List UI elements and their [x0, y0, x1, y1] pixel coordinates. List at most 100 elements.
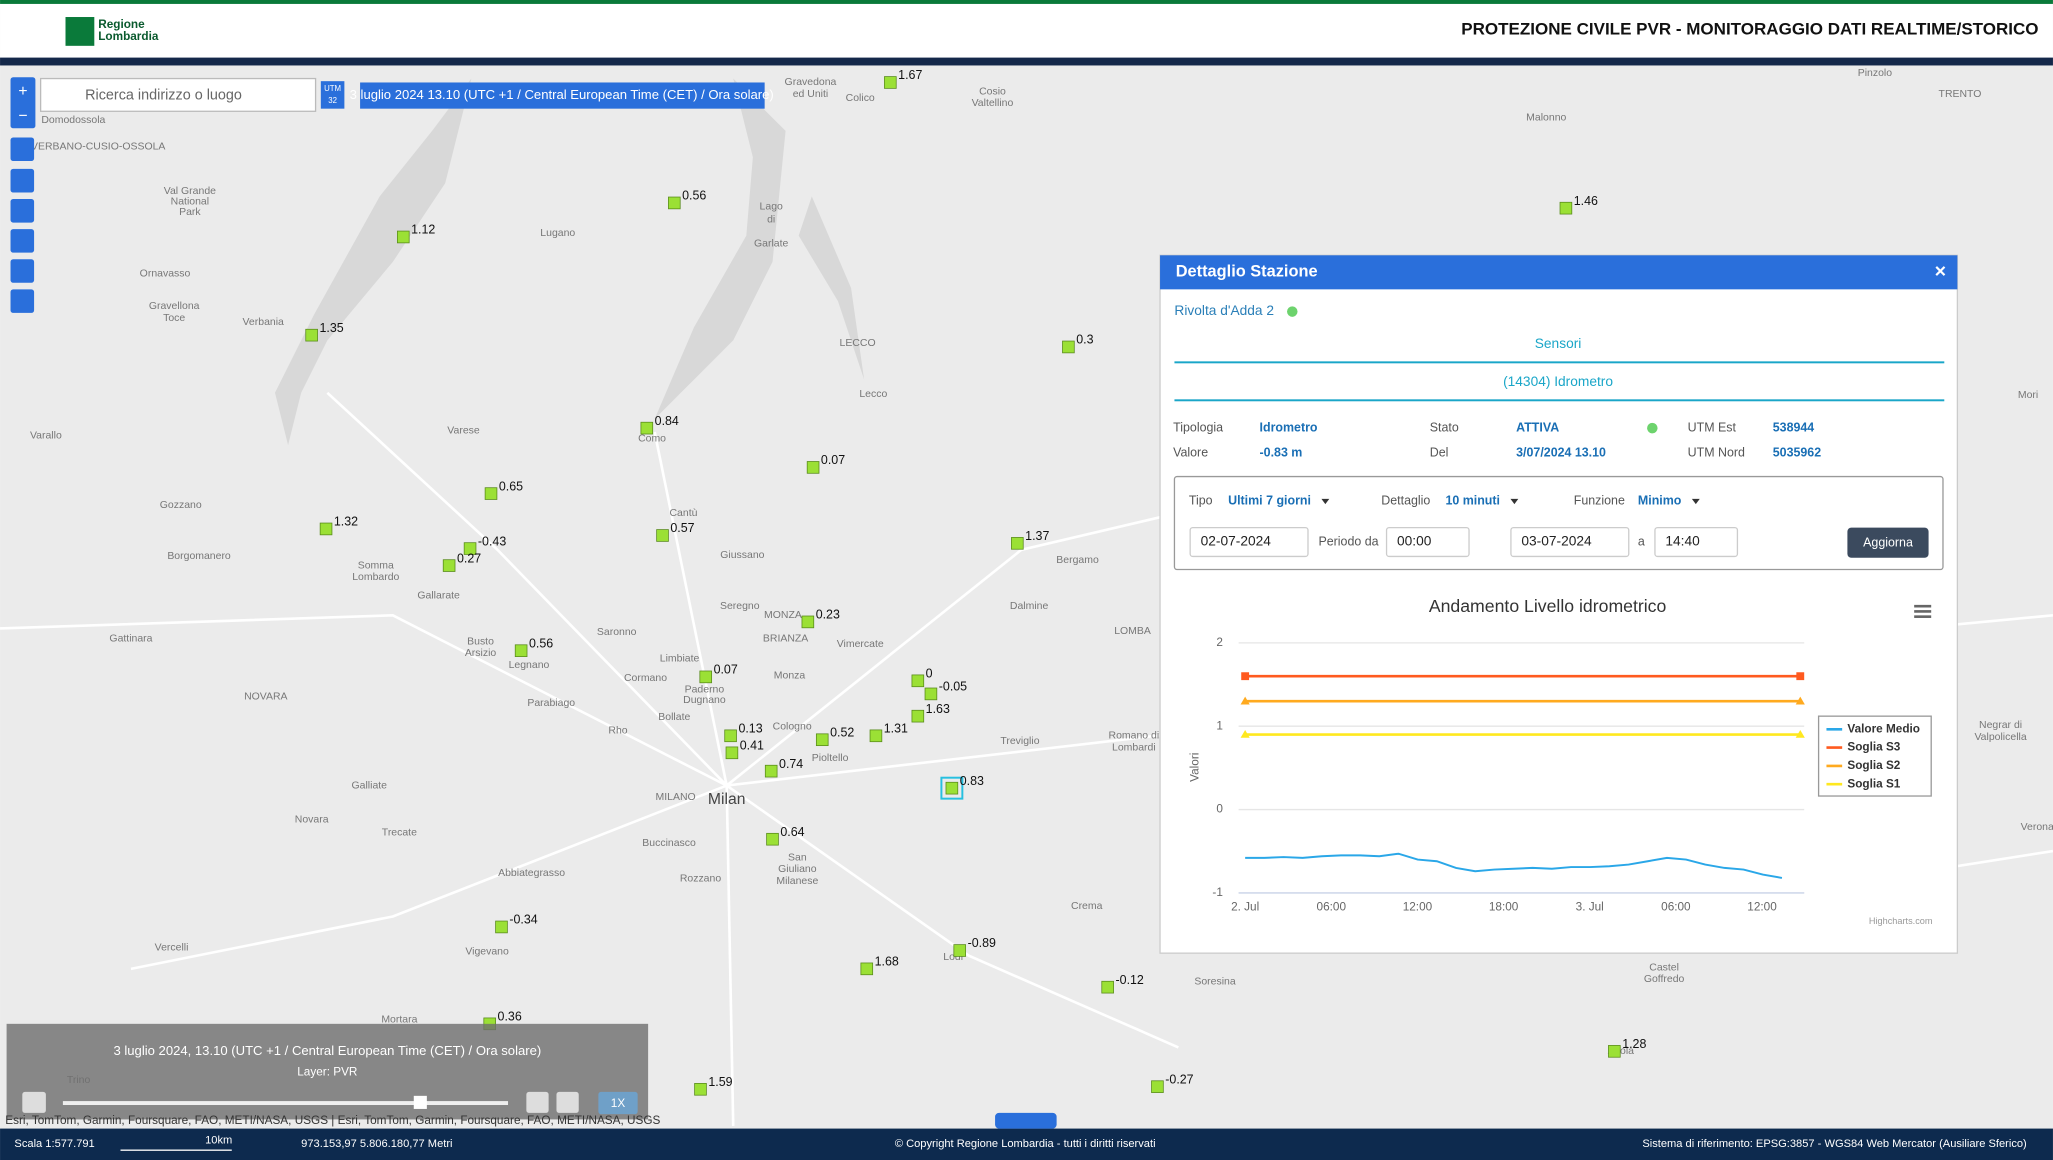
expand-tab[interactable]	[995, 1112, 1057, 1129]
input[interactable]	[1654, 526, 1739, 558]
place-label: Mori	[2018, 390, 2038, 401]
station-marker[interactable]	[924, 687, 938, 701]
station-marker[interactable]	[884, 76, 897, 89]
legend-label: Valore Medio	[1847, 722, 1920, 735]
place-label: Giussano	[720, 550, 764, 561]
station-marker[interactable]	[514, 644, 528, 657]
utm-button[interactable]	[320, 81, 345, 109]
station-value: 0.74	[779, 757, 803, 771]
station-marker[interactable]	[725, 746, 739, 760]
datetime: 3 luglio 2024 13.10 (UTC +1 / Central Eu…	[350, 87, 774, 102]
close-button: ×	[1935, 261, 1946, 283]
station-marker[interactable]	[766, 832, 779, 846]
station-marker[interactable]	[869, 729, 883, 743]
place-label: Lugano	[540, 228, 575, 239]
place-label: Ornavasso	[140, 268, 191, 279]
station-marker[interactable]	[1151, 1080, 1164, 1093]
station-marker[interactable]	[397, 230, 410, 244]
input[interactable]	[1385, 526, 1470, 558]
place-label: Soresina	[1194, 977, 1235, 988]
station-marker[interactable]	[911, 674, 925, 688]
station-marker[interactable]	[694, 1083, 707, 1096]
place-label: Busto	[467, 636, 494, 647]
tab: (14304) Idrometro	[1503, 374, 1613, 389]
place-label: Como	[638, 433, 666, 444]
chart-menu[interactable]	[1914, 610, 1932, 613]
station-marker[interactable]	[801, 615, 815, 629]
station-marker[interactable]	[815, 733, 829, 747]
station-marker[interactable]	[1608, 1045, 1621, 1058]
tool-button[interactable]	[10, 168, 35, 193]
station-marker[interactable]	[640, 421, 654, 435]
station-marker[interactable]	[1011, 537, 1024, 550]
station-value: 0.56	[529, 636, 553, 650]
tool-button[interactable]	[10, 229, 35, 253]
station-marker[interactable]	[1101, 980, 1114, 994]
field-label: Tipologia	[1173, 420, 1223, 434]
y-tick-label: 2	[1216, 636, 1223, 649]
header	[0, 0, 2053, 58]
place-label: LECCO	[840, 338, 876, 349]
utm-label: 32	[328, 96, 337, 105]
station-marker[interactable]	[1559, 201, 1573, 215]
station-marker[interactable]	[656, 529, 669, 542]
chart-menu[interactable]	[1914, 615, 1932, 618]
place-label: Gravedona	[785, 77, 837, 88]
station-marker[interactable]	[699, 670, 713, 684]
series-line	[1245, 852, 1783, 879]
page-title: PROTEZIONE CIVILE PVR - MONITORAGGIO DAT…	[1461, 20, 2038, 39]
speed-button[interactable]	[598, 1091, 638, 1115]
search-box[interactable]	[39, 77, 317, 112]
station-marker[interactable]	[953, 944, 967, 957]
marker	[1241, 672, 1250, 681]
input[interactable]	[1510, 526, 1630, 558]
field-label: UTM Est	[1688, 420, 1737, 434]
station-marker[interactable]	[1062, 340, 1075, 354]
station-marker[interactable]	[495, 920, 508, 934]
station-marker[interactable]	[305, 328, 318, 342]
chart-menu[interactable]	[1914, 604, 1932, 608]
marker	[1240, 729, 1250, 738]
place-label: Milanese	[776, 876, 818, 887]
x-tick-label: 12:00	[1747, 900, 1777, 913]
station-value: 1.68	[875, 955, 899, 969]
station-marker[interactable]	[724, 729, 737, 743]
scale-bar	[120, 1149, 232, 1151]
place-label: Valpolicella	[1974, 732, 2026, 743]
tool-button[interactable]	[10, 199, 35, 223]
station-value: 0.56	[682, 189, 706, 203]
legend-label: Soglia S1	[1847, 777, 1900, 790]
step-button[interactable]	[556, 1091, 579, 1113]
x-tick-label: 2. Jul	[1231, 900, 1259, 913]
station-marker[interactable]	[442, 559, 456, 572]
step-button[interactable]	[526, 1091, 549, 1113]
station-value: 1.32	[334, 515, 358, 529]
place-label: Garlate	[754, 238, 789, 249]
datetime-badge	[360, 82, 765, 109]
tool-button[interactable]	[10, 289, 35, 313]
tool-button[interactable]	[10, 259, 35, 283]
input[interactable]	[1189, 526, 1309, 558]
panel	[1159, 254, 1959, 954]
y-tick-label: 1	[1216, 719, 1223, 732]
place-label: Negrar di	[1979, 720, 2022, 731]
station-marker[interactable]	[319, 522, 333, 536]
place-label: Toce	[163, 313, 185, 324]
station-value: -0.34	[509, 913, 537, 927]
station-marker[interactable]	[668, 196, 681, 210]
station-marker[interactable]	[463, 542, 477, 555]
station-marker[interactable]	[806, 461, 820, 474]
station-marker[interactable]	[911, 709, 925, 723]
tool-button[interactable]	[10, 137, 35, 162]
place-label: Lecco	[859, 389, 887, 400]
legend-label: Soglia S2	[1847, 759, 1900, 772]
tab: Sensori	[1535, 336, 1582, 351]
station-marker[interactable]	[484, 487, 498, 500]
update-button[interactable]	[1847, 527, 1929, 558]
station-marker[interactable]	[764, 764, 778, 778]
play-button[interactable]	[22, 1091, 46, 1113]
field-label: Del	[1430, 445, 1449, 459]
station-marker[interactable]	[945, 781, 959, 795]
timeline-handle[interactable]	[413, 1095, 427, 1109]
station-marker[interactable]	[860, 962, 874, 976]
